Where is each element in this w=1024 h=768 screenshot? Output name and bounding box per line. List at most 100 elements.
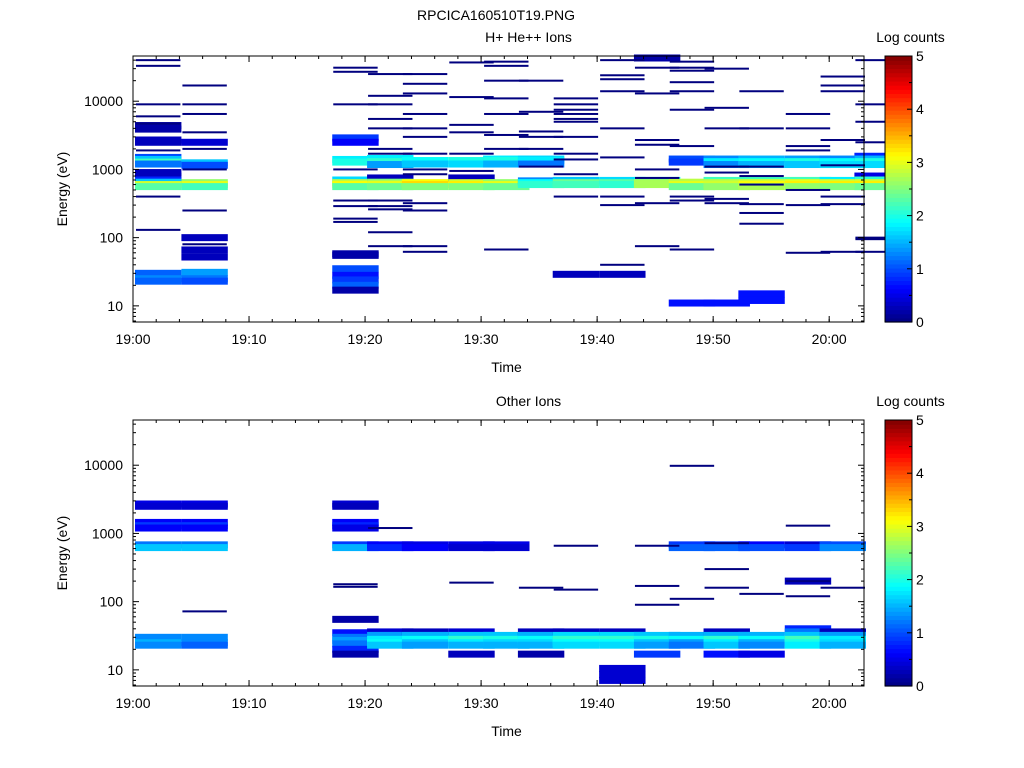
colorbar-segment bbox=[885, 661, 912, 666]
data-cell bbox=[332, 629, 379, 637]
y-axis-label: Energy (eV) bbox=[54, 516, 70, 591]
data-cell bbox=[135, 122, 182, 130]
data-line bbox=[484, 133, 529, 136]
data-cell bbox=[738, 650, 785, 658]
colorbar-segment bbox=[885, 420, 912, 425]
data-line bbox=[553, 544, 599, 547]
data-line bbox=[600, 127, 645, 130]
data-line bbox=[484, 60, 529, 63]
data-line bbox=[182, 168, 227, 171]
data-cell bbox=[552, 270, 600, 278]
data-cell bbox=[483, 183, 530, 191]
data-line bbox=[368, 231, 413, 234]
colorbar-segment bbox=[885, 432, 912, 438]
colorbar-segment bbox=[885, 139, 912, 144]
data-line bbox=[855, 120, 900, 123]
colorbar-segment bbox=[885, 469, 912, 475]
colorbar-segment bbox=[885, 636, 912, 641]
data-cell bbox=[517, 631, 565, 639]
y-tick-label: 10000 bbox=[84, 457, 123, 473]
data-line bbox=[182, 610, 227, 613]
data-cell bbox=[135, 524, 182, 532]
colorbar-segment bbox=[885, 238, 912, 244]
data-cell bbox=[483, 631, 530, 639]
data-cell bbox=[367, 544, 414, 552]
data-line bbox=[669, 597, 715, 600]
colorbar-segment bbox=[885, 436, 912, 442]
colorbar: 0 1 2 3 4 5 Log counts bbox=[876, 29, 945, 330]
colorbar-segment bbox=[885, 569, 912, 575]
data-line bbox=[820, 139, 865, 142]
colorbar-tick-label: 2 bbox=[916, 572, 924, 588]
data-line bbox=[634, 143, 680, 146]
data-line bbox=[704, 586, 749, 589]
data-cell bbox=[703, 161, 750, 169]
data-cell bbox=[552, 181, 600, 189]
colorbar-segment bbox=[885, 226, 912, 232]
data-line bbox=[855, 238, 900, 241]
data-cell bbox=[181, 138, 228, 146]
colorbar-segment bbox=[885, 263, 912, 269]
colorbar-segment bbox=[885, 213, 912, 219]
colorbar-segment bbox=[885, 544, 912, 550]
colorbar-segment bbox=[885, 197, 912, 203]
data-cell bbox=[819, 641, 866, 649]
data-cell bbox=[738, 296, 785, 304]
colorbar-segment bbox=[885, 205, 912, 211]
data-line bbox=[553, 158, 599, 161]
data-cell bbox=[181, 268, 228, 276]
data-line bbox=[785, 127, 831, 130]
colorbar-segment bbox=[885, 453, 912, 459]
y-tick-label: 100 bbox=[100, 230, 124, 246]
data-line bbox=[368, 117, 413, 120]
data-line bbox=[739, 222, 784, 225]
data-cell bbox=[181, 161, 228, 169]
colorbar-segment bbox=[885, 172, 912, 178]
colorbar-segment bbox=[885, 259, 912, 265]
data-cell bbox=[332, 276, 379, 284]
colorbar-segment bbox=[885, 110, 912, 115]
data-line bbox=[785, 204, 831, 207]
colorbar-tick-label: 0 bbox=[916, 314, 924, 330]
colorbar-segment bbox=[885, 444, 912, 450]
colorbar-segment bbox=[885, 134, 912, 140]
data-line bbox=[739, 175, 784, 178]
data-cell bbox=[517, 641, 565, 649]
data-cell bbox=[819, 631, 866, 639]
data-cell bbox=[599, 181, 646, 189]
data-cell bbox=[181, 253, 228, 261]
data-line bbox=[634, 544, 680, 547]
data-line bbox=[739, 592, 784, 595]
colorbar-segment bbox=[885, 449, 912, 454]
data-line bbox=[553, 135, 599, 138]
data-line bbox=[600, 263, 645, 266]
data-line bbox=[669, 60, 715, 63]
x-tick-label: 19:30 bbox=[464, 331, 499, 347]
data-cell bbox=[784, 161, 832, 169]
data-cell bbox=[668, 631, 716, 639]
data-line bbox=[333, 217, 378, 220]
data-line bbox=[669, 195, 715, 198]
data-line bbox=[449, 61, 494, 64]
data-line bbox=[518, 79, 564, 82]
data-cell bbox=[135, 172, 182, 180]
data-cell bbox=[599, 664, 646, 672]
data-line bbox=[820, 75, 865, 78]
data-cell bbox=[181, 277, 228, 285]
colorbar-segment bbox=[885, 498, 912, 504]
data-line bbox=[669, 66, 715, 69]
x-tick-label: 20:00 bbox=[812, 695, 847, 711]
colorbar-segment bbox=[885, 180, 912, 186]
x-tick-label: 19:40 bbox=[580, 331, 615, 347]
data-line bbox=[739, 90, 784, 93]
data-cell bbox=[668, 183, 716, 191]
colorbar-segment bbox=[885, 582, 912, 587]
x-tick-label: 19:20 bbox=[348, 331, 383, 347]
data-line bbox=[669, 248, 715, 251]
data-line bbox=[136, 59, 181, 62]
data-line bbox=[634, 139, 680, 142]
data-line bbox=[402, 152, 448, 155]
data-line bbox=[704, 106, 749, 109]
data-cell bbox=[332, 281, 379, 289]
data-line bbox=[518, 165, 564, 168]
